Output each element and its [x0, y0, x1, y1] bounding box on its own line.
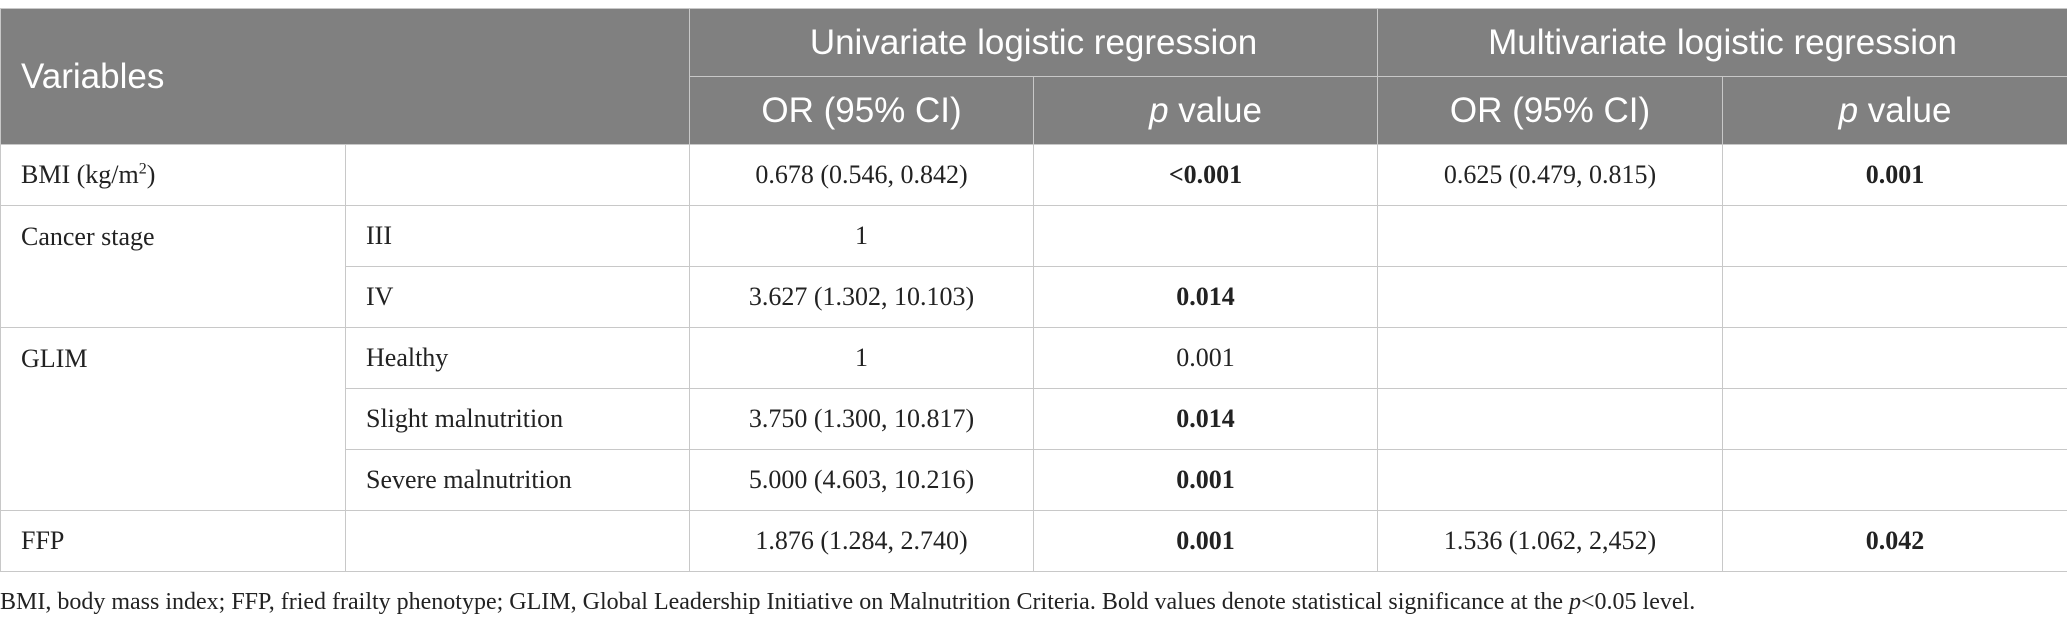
uni-p-cell: 0.001 — [1033, 510, 1379, 572]
multi-or-cell — [1377, 388, 1724, 450]
table-row-cancer-stage-iv: IV 3.627 (1.302, 10.103) 0.014 — [1, 266, 2067, 328]
multi-or-cell — [1377, 449, 1724, 511]
footnote-text: BMI, body mass index; FFP, fried frailty… — [0, 589, 1570, 615]
multi-p-cell: 0.042 — [1722, 510, 2067, 572]
uni-or-cell: 3.750 (1.300, 10.817) — [689, 388, 1035, 450]
subgroup-cell: Slight malnutrition — [344, 388, 691, 450]
footnote-tail: <0.05 level. — [1581, 589, 1696, 615]
table-row-ffp: FFP 1.876 (1.284, 2.740) 0.001 1.536 (1.… — [0, 510, 2067, 572]
uni-p-cell: 0.001 — [1033, 327, 1379, 389]
subgroup-cell: IV — [344, 266, 691, 328]
multi-or-cell: 0.625 (0.479, 0.815) — [1377, 144, 1724, 206]
table-row-cancer-stage-iii: Cancer stage III 1 — [0, 205, 2067, 328]
header-row-1: Variables Univariate logistic regression… — [0, 8, 2067, 145]
multi-p-cell — [1722, 449, 2067, 511]
subgroup-cell — [344, 144, 691, 206]
table-row-bmi: BMI (kg/m2) 0.678 (0.546, 0.842) <0.001 … — [0, 144, 2067, 206]
uni-p-cell: <0.001 — [1033, 144, 1379, 206]
multi-p-cell — [1722, 327, 2067, 389]
bmi-label: BMI (kg/m — [21, 160, 139, 189]
header-multivariate: Multivariate logistic regression — [1377, 8, 2067, 77]
subgroup-cell: Severe malnutrition — [344, 449, 691, 511]
uni-or-cell: 1 — [689, 205, 1035, 267]
header-uni-p: p value — [1033, 76, 1379, 145]
uni-p-cell: 0.001 — [1033, 449, 1379, 511]
header-row-2: OR (95% CI) p value OR (95% CI) p value — [1, 76, 2067, 145]
variable-cell: GLIM — [0, 327, 346, 511]
multi-p-cell — [1722, 205, 2067, 267]
bmi-label-close: ) — [146, 160, 156, 189]
multi-p-cell — [1722, 266, 2067, 328]
footnote-p-italic: p — [1569, 589, 1582, 615]
uni-or-cell: 3.627 (1.302, 10.103) — [689, 266, 1035, 328]
header-variables: Variables — [0, 8, 691, 145]
results-table-container: Variables Univariate logistic regression… — [0, 8, 2067, 572]
value-label: value — [1858, 90, 1952, 130]
uni-or-cell: 0.678 (0.546, 0.842) — [689, 144, 1035, 206]
table-footnote: BMI, body mass index; FFP, fried frailty… — [0, 589, 1695, 616]
multi-p-cell: 0.001 — [1722, 144, 2067, 206]
p-italic: p — [1838, 90, 1859, 130]
subgroup-cell: III — [344, 205, 691, 267]
multi-p-cell — [1722, 388, 2067, 450]
uni-p-cell: 0.014 — [1033, 388, 1379, 450]
header-multi-or: OR (95% CI) — [1377, 76, 1724, 145]
multi-or-cell: 1.536 (1.062, 2,452) — [1377, 510, 1724, 572]
variable-cell: Cancer stage — [0, 205, 346, 328]
subgroup-cell: Healthy — [344, 327, 691, 389]
uni-or-cell: 5.000 (4.603, 10.216) — [689, 449, 1035, 511]
uni-or-cell: 1 — [689, 327, 1035, 389]
header-uni-or: OR (95% CI) — [689, 76, 1035, 145]
subgroup-cell — [344, 510, 691, 572]
table-row-glim-healthy: GLIM Healthy 1 0.001 — [0, 327, 2067, 511]
multi-or-cell — [1377, 327, 1724, 389]
multi-or-cell — [1377, 205, 1724, 267]
header-univariate: Univariate logistic regression — [689, 8, 1379, 77]
multi-or-cell — [1377, 266, 1724, 328]
logistic-regression-table: Variables Univariate logistic regression… — [0, 8, 2067, 572]
variable-cell: BMI (kg/m2) — [0, 144, 346, 206]
header-multi-p: p value — [1722, 76, 2067, 145]
value-label: value — [1168, 90, 1262, 130]
p-italic: p — [1149, 90, 1169, 130]
uni-p-cell: 0.014 — [1033, 266, 1379, 328]
uni-p-cell — [1033, 205, 1379, 267]
bmi-superscript: 2 — [138, 160, 147, 178]
table-row-glim-slight: Slight malnutrition 3.750 (1.300, 10.817… — [1, 388, 2067, 450]
variable-cell: FFP — [0, 510, 346, 572]
uni-or-cell: 1.876 (1.284, 2.740) — [689, 510, 1035, 572]
